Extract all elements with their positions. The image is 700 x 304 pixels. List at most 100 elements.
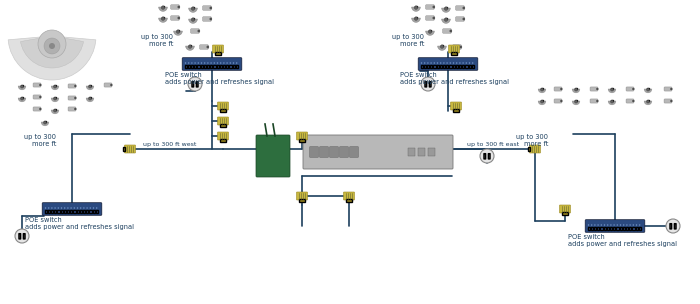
Text: POE switch
adds power and refreshes signal: POE switch adds power and refreshes sign… — [25, 217, 134, 230]
Circle shape — [617, 224, 618, 226]
FancyBboxPatch shape — [484, 154, 486, 159]
FancyBboxPatch shape — [21, 97, 23, 98]
FancyBboxPatch shape — [68, 96, 76, 100]
Circle shape — [201, 62, 202, 64]
FancyBboxPatch shape — [597, 227, 599, 230]
Circle shape — [188, 45, 192, 48]
Circle shape — [195, 62, 196, 64]
FancyBboxPatch shape — [441, 45, 443, 46]
Wedge shape — [644, 89, 652, 93]
Circle shape — [77, 207, 78, 209]
Circle shape — [623, 224, 624, 226]
FancyBboxPatch shape — [125, 145, 136, 153]
Circle shape — [39, 84, 41, 86]
FancyBboxPatch shape — [623, 227, 625, 230]
FancyBboxPatch shape — [199, 45, 209, 49]
FancyBboxPatch shape — [54, 85, 56, 86]
FancyBboxPatch shape — [626, 227, 628, 230]
Circle shape — [226, 62, 228, 64]
Circle shape — [632, 88, 634, 90]
Circle shape — [666, 219, 680, 233]
FancyBboxPatch shape — [664, 99, 672, 103]
Wedge shape — [538, 101, 546, 105]
Circle shape — [421, 77, 435, 91]
Circle shape — [178, 6, 180, 8]
FancyBboxPatch shape — [190, 29, 199, 33]
FancyBboxPatch shape — [70, 210, 72, 212]
Circle shape — [43, 121, 46, 124]
FancyBboxPatch shape — [60, 210, 63, 212]
Circle shape — [236, 62, 237, 64]
Circle shape — [96, 207, 97, 209]
FancyBboxPatch shape — [446, 65, 448, 67]
FancyBboxPatch shape — [426, 5, 435, 9]
FancyBboxPatch shape — [418, 148, 425, 156]
FancyBboxPatch shape — [541, 88, 542, 89]
FancyBboxPatch shape — [428, 148, 435, 156]
Wedge shape — [608, 101, 616, 105]
Circle shape — [456, 62, 457, 64]
FancyBboxPatch shape — [19, 234, 21, 239]
Circle shape — [596, 100, 598, 102]
Wedge shape — [174, 31, 183, 35]
Circle shape — [51, 207, 52, 209]
FancyBboxPatch shape — [309, 147, 318, 157]
FancyBboxPatch shape — [664, 87, 672, 91]
FancyBboxPatch shape — [575, 88, 577, 89]
Circle shape — [596, 88, 598, 90]
Circle shape — [459, 62, 461, 64]
Circle shape — [437, 62, 438, 64]
Wedge shape — [188, 8, 197, 12]
FancyBboxPatch shape — [468, 65, 470, 67]
Circle shape — [604, 224, 606, 226]
Circle shape — [629, 224, 631, 226]
FancyBboxPatch shape — [445, 18, 447, 19]
FancyBboxPatch shape — [442, 29, 452, 33]
FancyBboxPatch shape — [188, 65, 190, 67]
Circle shape — [540, 100, 543, 103]
Circle shape — [210, 18, 212, 20]
Circle shape — [636, 224, 637, 226]
FancyBboxPatch shape — [456, 6, 464, 10]
Circle shape — [38, 30, 66, 58]
Circle shape — [67, 207, 69, 209]
FancyBboxPatch shape — [453, 109, 459, 112]
Wedge shape — [644, 101, 652, 105]
FancyBboxPatch shape — [236, 65, 238, 67]
FancyBboxPatch shape — [449, 65, 452, 67]
FancyBboxPatch shape — [418, 58, 478, 70]
Text: POE switch
adds power and refreshes signal: POE switch adds power and refreshes sign… — [400, 72, 509, 85]
FancyBboxPatch shape — [529, 145, 540, 153]
FancyBboxPatch shape — [489, 154, 490, 159]
Wedge shape — [51, 86, 59, 90]
Circle shape — [45, 207, 46, 209]
FancyBboxPatch shape — [223, 65, 225, 67]
Circle shape — [463, 18, 465, 20]
Circle shape — [88, 85, 92, 88]
Circle shape — [414, 17, 418, 20]
FancyBboxPatch shape — [220, 65, 222, 67]
FancyBboxPatch shape — [192, 7, 194, 8]
Circle shape — [204, 62, 205, 64]
FancyBboxPatch shape — [299, 199, 304, 202]
Circle shape — [424, 62, 426, 64]
Circle shape — [444, 7, 448, 10]
Circle shape — [607, 224, 608, 226]
FancyBboxPatch shape — [89, 97, 91, 98]
Circle shape — [214, 62, 215, 64]
FancyBboxPatch shape — [191, 65, 193, 67]
Circle shape — [433, 6, 435, 8]
Circle shape — [463, 7, 465, 9]
Circle shape — [74, 207, 75, 209]
Wedge shape — [51, 98, 59, 102]
FancyBboxPatch shape — [408, 148, 415, 156]
FancyBboxPatch shape — [171, 16, 179, 20]
FancyBboxPatch shape — [192, 18, 194, 19]
FancyBboxPatch shape — [648, 88, 649, 89]
FancyBboxPatch shape — [429, 82, 431, 87]
FancyBboxPatch shape — [54, 97, 56, 98]
FancyBboxPatch shape — [466, 65, 468, 67]
FancyBboxPatch shape — [33, 83, 41, 87]
Wedge shape — [8, 36, 96, 80]
FancyBboxPatch shape — [202, 6, 211, 10]
